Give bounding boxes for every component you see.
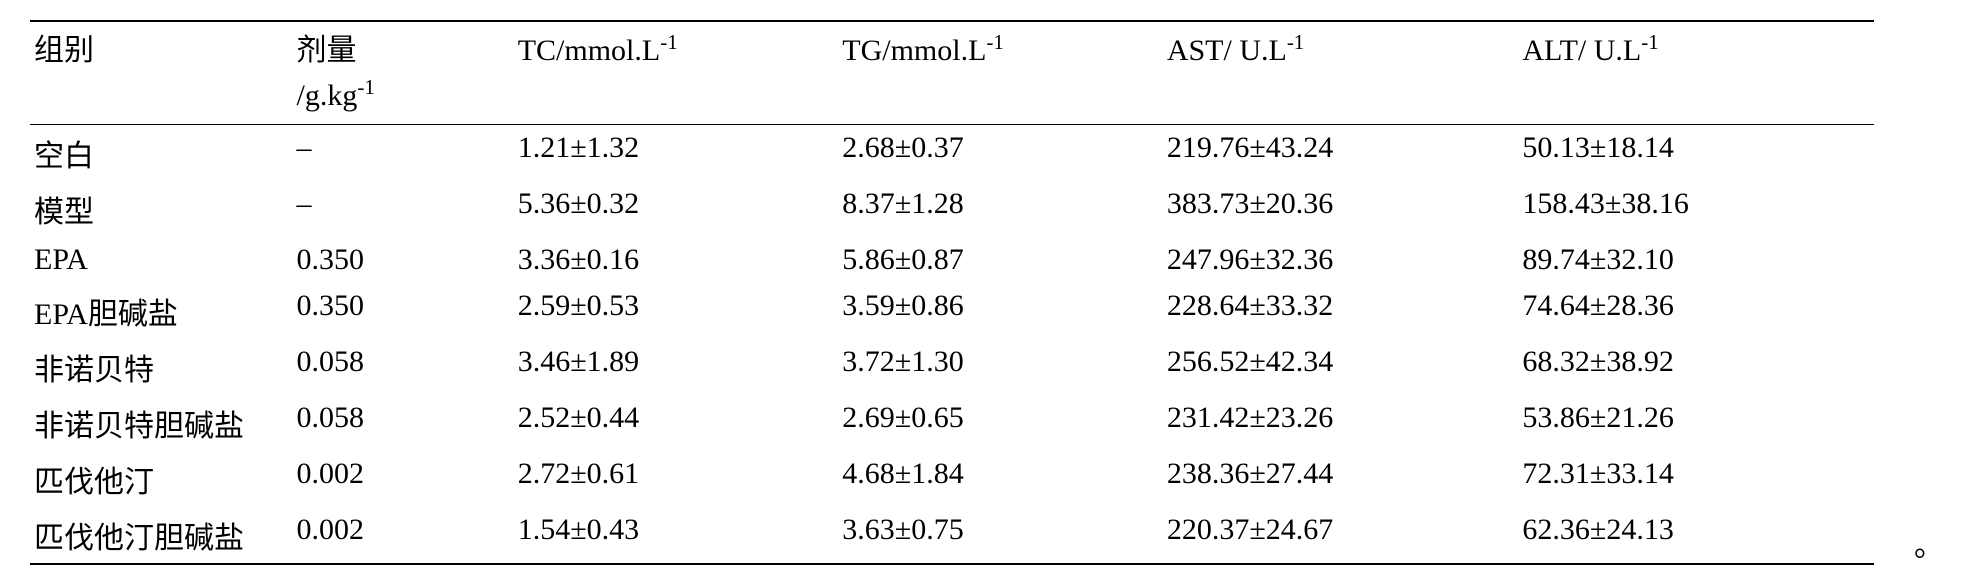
cell-tg: 8.37±1.28: [838, 181, 1163, 237]
col-header-tc: TC/mmol.L-1: [514, 21, 839, 125]
cell-ast: 383.73±20.36: [1163, 181, 1519, 237]
cell-alt: 72.31±33.14: [1518, 451, 1874, 507]
cell-tc: 3.46±1.89: [514, 339, 839, 395]
cell-alt: 89.74±32.10: [1518, 237, 1874, 283]
cell-tc: 2.59±0.53: [514, 283, 839, 339]
cell-group: 空白: [30, 125, 293, 182]
cell-dose: 0.058: [293, 339, 514, 395]
cell-dose: –: [293, 181, 514, 237]
cell-dose: 0.350: [293, 237, 514, 283]
cell-group: EPA胆碱盐: [30, 283, 293, 339]
cell-tg: 3.63±0.75: [838, 507, 1163, 564]
col-header-dose: 剂量/g.kg-1: [293, 21, 514, 125]
cell-alt: 62.36±24.13: [1518, 507, 1874, 564]
cell-ast: 247.96±32.36: [1163, 237, 1519, 283]
cell-tc: 2.52±0.44: [514, 395, 839, 451]
cell-ast: 256.52±42.34: [1163, 339, 1519, 395]
cell-group: 非诺贝特: [30, 339, 293, 395]
cell-dose: 0.058: [293, 395, 514, 451]
col-header-alt: ALT/ U.L-1: [1518, 21, 1874, 125]
cell-dose: 0.002: [293, 507, 514, 564]
cell-alt: 53.86±21.26: [1518, 395, 1874, 451]
col-header-ast: AST/ U.L-1: [1163, 21, 1519, 125]
cell-ast: 220.37±24.67: [1163, 507, 1519, 564]
table-body: 空白 – 1.21±1.32 2.68±0.37 219.76±43.24 50…: [30, 125, 1874, 565]
table-row: 非诺贝特 0.058 3.46±1.89 3.72±1.30 256.52±42…: [30, 339, 1874, 395]
cell-alt: 158.43±38.16: [1518, 181, 1874, 237]
table-row: EPA 0.350 3.36±0.16 5.86±0.87 247.96±32.…: [30, 237, 1874, 283]
table-wrapper: 组别 剂量/g.kg-1 TC/mmol.L-1 TG/mmol.L-1 AST…: [30, 20, 1944, 565]
table-row: EPA胆碱盐 0.350 2.59±0.53 3.59±0.86 228.64±…: [30, 283, 1874, 339]
cell-group: 匹伐他汀胆碱盐: [30, 507, 293, 564]
cell-tg: 2.69±0.65: [838, 395, 1163, 451]
cell-ast: 231.42±23.26: [1163, 395, 1519, 451]
cell-alt: 74.64±28.36: [1518, 283, 1874, 339]
cell-dose: 0.350: [293, 283, 514, 339]
data-table: 组别 剂量/g.kg-1 TC/mmol.L-1 TG/mmol.L-1 AST…: [30, 20, 1874, 565]
cell-tc: 5.36±0.32: [514, 181, 839, 237]
table-row: 匹伐他汀 0.002 2.72±0.61 4.68±1.84 238.36±27…: [30, 451, 1874, 507]
table-row: 非诺贝特胆碱盐 0.058 2.52±0.44 2.69±0.65 231.42…: [30, 395, 1874, 451]
cell-group: 匹伐他汀: [30, 451, 293, 507]
cell-tc: 2.72±0.61: [514, 451, 839, 507]
cell-alt: 50.13±18.14: [1518, 125, 1874, 182]
cell-dose: 0.002: [293, 451, 514, 507]
col-header-tg: TG/mmol.L-1: [838, 21, 1163, 125]
cell-tc: 3.36±0.16: [514, 237, 839, 283]
cell-alt: 68.32±38.92: [1518, 339, 1874, 395]
cell-group: 非诺贝特胆碱盐: [30, 395, 293, 451]
trailing-period: 。: [1914, 521, 1944, 565]
col-header-group: 组别: [30, 21, 293, 125]
table-row: 空白 – 1.21±1.32 2.68±0.37 219.76±43.24 50…: [30, 125, 1874, 182]
table-row: 匹伐他汀胆碱盐 0.002 1.54±0.43 3.63±0.75 220.37…: [30, 507, 1874, 564]
cell-ast: 238.36±27.44: [1163, 451, 1519, 507]
cell-ast: 219.76±43.24: [1163, 125, 1519, 182]
cell-dose: –: [293, 125, 514, 182]
cell-tc: 1.21±1.32: [514, 125, 839, 182]
table-row: 模型 – 5.36±0.32 8.37±1.28 383.73±20.36 15…: [30, 181, 1874, 237]
cell-tg: 5.86±0.87: [838, 237, 1163, 283]
cell-tg: 3.72±1.30: [838, 339, 1163, 395]
cell-tg: 3.59±0.86: [838, 283, 1163, 339]
cell-tg: 4.68±1.84: [838, 451, 1163, 507]
cell-tc: 1.54±0.43: [514, 507, 839, 564]
cell-group: EPA: [30, 237, 293, 283]
cell-ast: 228.64±33.32: [1163, 283, 1519, 339]
table-head: 组别 剂量/g.kg-1 TC/mmol.L-1 TG/mmol.L-1 AST…: [30, 21, 1874, 125]
cell-tg: 2.68±0.37: [838, 125, 1163, 182]
cell-group: 模型: [30, 181, 293, 237]
header-row: 组别 剂量/g.kg-1 TC/mmol.L-1 TG/mmol.L-1 AST…: [30, 21, 1874, 125]
